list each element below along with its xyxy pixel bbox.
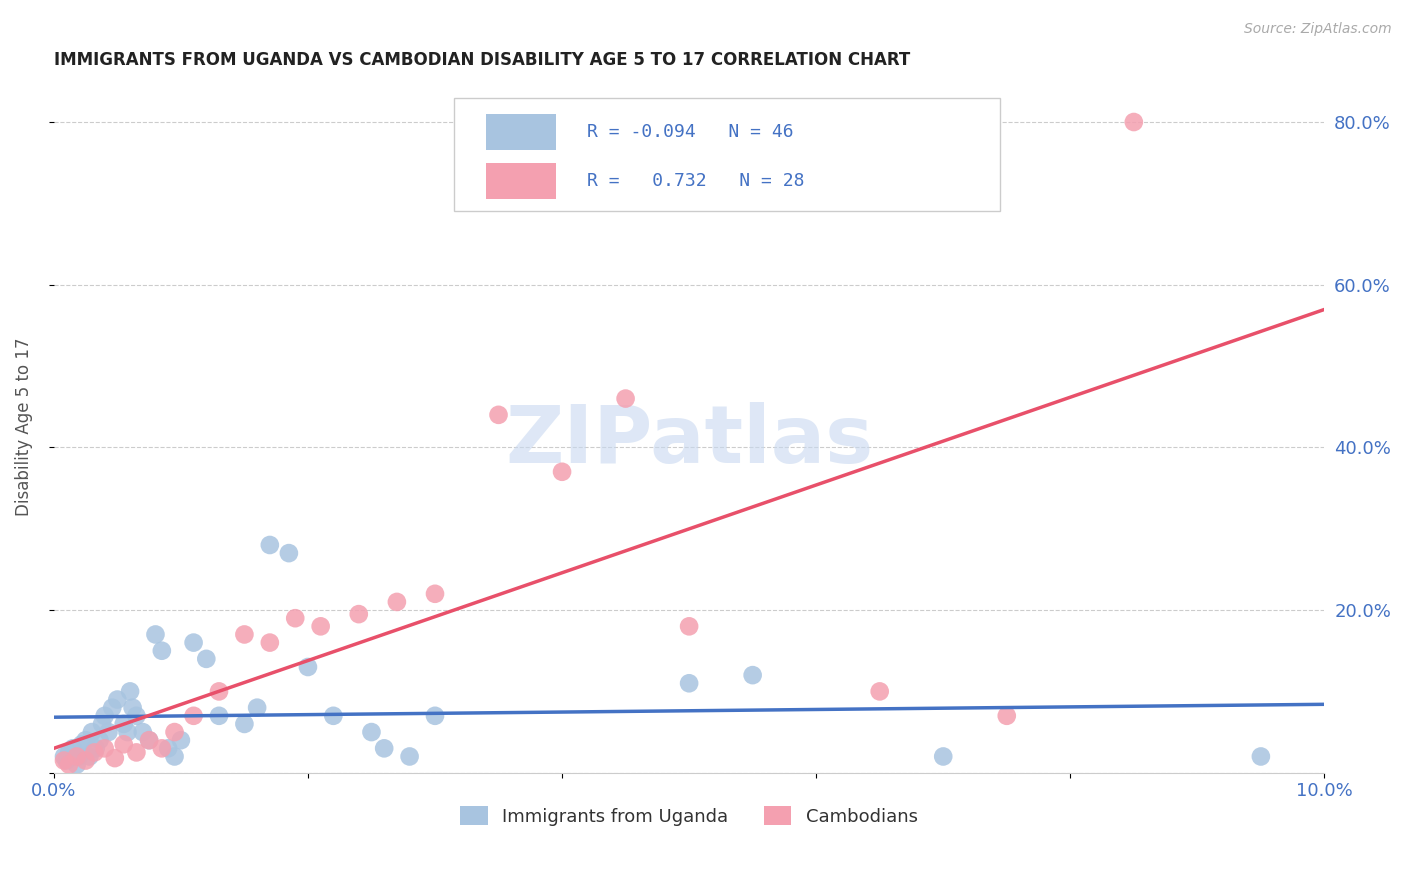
- Point: [125, 746, 148, 760]
- Point: [53, 749, 76, 764]
- Point: [322, 708, 344, 723]
- Text: IMMIGRANTS FROM UGANDA VS CAMBODIAN DISABILITY AGE 5 TO 17 CORRELATION CHART: IMMIGRANTS FROM UGANDA VS CAMBODIAN DISA…: [53, 51, 910, 69]
- Point: [423, 587, 446, 601]
- Point: [1250, 749, 1272, 764]
- Point: [932, 749, 955, 764]
- Point: [183, 708, 205, 723]
- Point: [132, 725, 155, 739]
- Point: [117, 725, 139, 739]
- Point: [259, 635, 281, 649]
- Point: [277, 546, 299, 560]
- Text: R =   0.732   N = 28: R = 0.732 N = 28: [588, 172, 806, 190]
- Text: ZIPatlas: ZIPatlas: [505, 402, 873, 480]
- Point: [183, 635, 205, 649]
- Text: R = -0.094   N = 46: R = -0.094 N = 46: [588, 123, 794, 141]
- Point: [373, 741, 395, 756]
- Point: [125, 708, 148, 723]
- Point: [488, 408, 510, 422]
- Point: [53, 754, 76, 768]
- Point: [80, 725, 103, 739]
- Point: [246, 700, 269, 714]
- Point: [138, 733, 160, 747]
- Point: [91, 717, 114, 731]
- Text: Source: ZipAtlas.com: Source: ZipAtlas.com: [1244, 22, 1392, 37]
- Point: [233, 717, 256, 731]
- Point: [67, 749, 90, 764]
- Point: [75, 733, 97, 747]
- Point: [614, 392, 637, 406]
- Point: [89, 733, 111, 747]
- Point: [62, 741, 84, 756]
- Point: [309, 619, 332, 633]
- Point: [138, 733, 160, 747]
- Bar: [486, 162, 555, 199]
- Point: [385, 595, 408, 609]
- Y-axis label: Disability Age 5 to 17: Disability Age 5 to 17: [15, 338, 32, 516]
- FancyBboxPatch shape: [454, 97, 1001, 211]
- Point: [66, 757, 89, 772]
- Point: [84, 741, 107, 756]
- Point: [233, 627, 256, 641]
- Point: [678, 676, 700, 690]
- Point: [58, 757, 80, 772]
- Point: [93, 708, 115, 723]
- Point: [551, 465, 574, 479]
- Point: [995, 708, 1018, 723]
- Point: [170, 733, 193, 747]
- Point: [66, 749, 89, 764]
- Point: [75, 754, 97, 768]
- Point: [163, 725, 186, 739]
- Point: [93, 741, 115, 756]
- Point: [145, 627, 167, 641]
- Point: [208, 708, 231, 723]
- Bar: [486, 114, 555, 151]
- Point: [157, 741, 180, 756]
- Point: [112, 737, 135, 751]
- Point: [195, 652, 218, 666]
- Point: [869, 684, 891, 698]
- Point: [105, 692, 128, 706]
- Point: [104, 751, 127, 765]
- Point: [101, 700, 124, 714]
- Point: [423, 708, 446, 723]
- Point: [70, 737, 93, 751]
- Point: [150, 644, 173, 658]
- Point: [97, 725, 120, 739]
- Point: [121, 700, 143, 714]
- Point: [163, 749, 186, 764]
- Point: [208, 684, 231, 698]
- Point: [678, 619, 700, 633]
- Point: [360, 725, 382, 739]
- Point: [150, 741, 173, 756]
- Point: [741, 668, 763, 682]
- Point: [83, 746, 105, 760]
- Point: [284, 611, 307, 625]
- Point: [55, 754, 77, 768]
- Point: [58, 746, 80, 760]
- Legend: Immigrants from Uganda, Cambodians: Immigrants from Uganda, Cambodians: [453, 799, 925, 833]
- Point: [79, 749, 101, 764]
- Point: [347, 607, 370, 621]
- Point: [259, 538, 281, 552]
- Point: [297, 660, 319, 674]
- Point: [398, 749, 420, 764]
- Point: [120, 684, 142, 698]
- Point: [1122, 115, 1144, 129]
- Point: [112, 717, 135, 731]
